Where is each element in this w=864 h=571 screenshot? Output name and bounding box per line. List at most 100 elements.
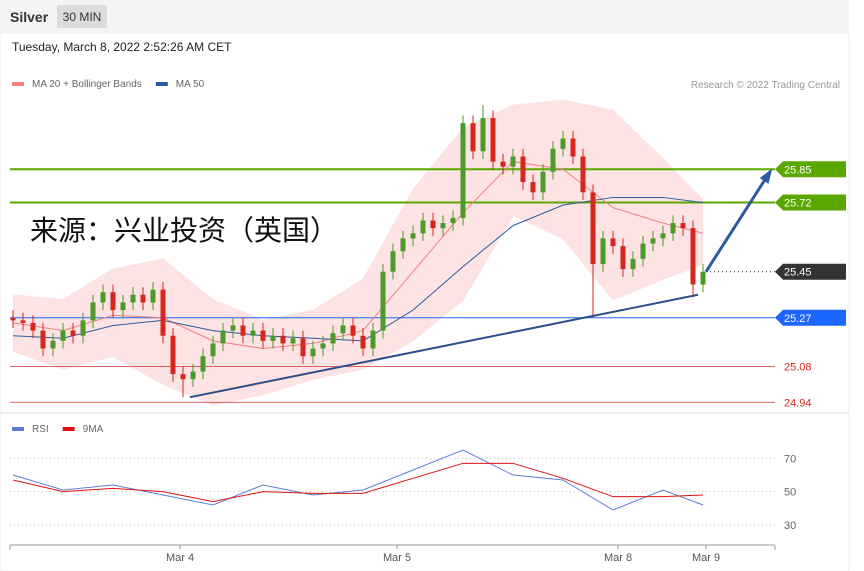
candle-body [470, 123, 476, 152]
candle-body [320, 343, 326, 349]
candle-body [430, 220, 436, 229]
candle-body [310, 348, 316, 357]
legend-swatch [155, 82, 168, 86]
forecast-arrow [704, 171, 772, 273]
candle-body [420, 220, 426, 234]
arrow-head [759, 168, 773, 184]
level-label: 25.08 [784, 361, 812, 373]
candle-body [700, 271, 706, 285]
annotation: 来源：兴业投资（英国） [30, 215, 338, 246]
level-label: 24.94 [784, 397, 812, 409]
candle-body [400, 238, 406, 252]
candle-body [370, 330, 376, 349]
candle-body [600, 238, 606, 265]
level-badge [775, 194, 846, 211]
x-tick-label: Mar 9 [692, 552, 720, 564]
level-label: 25.72 [784, 198, 812, 210]
candle-body [520, 156, 526, 183]
candle-body [630, 258, 636, 270]
bollinger-lower [12, 214, 704, 406]
bollinger-upper [12, 99, 704, 321]
candle-body [140, 294, 146, 303]
candle-body [460, 123, 466, 218]
candle-body [330, 333, 336, 344]
legend-label: MA 20 + Bollinger Bands [32, 79, 142, 90]
y-tick-label: 30 [784, 520, 796, 532]
legend-label: MA 50 [176, 79, 205, 90]
candle-body [340, 325, 346, 334]
candle-body [70, 330, 76, 336]
candle-body [620, 246, 626, 270]
rsi-line [12, 449, 704, 511]
source: Research © 2022 Trading Central [691, 80, 840, 91]
candle-body [670, 223, 676, 234]
level-label: 25.45 [784, 267, 812, 279]
candle-body [50, 340, 56, 349]
candle-body [110, 292, 116, 311]
candle-body [550, 148, 556, 172]
candle-body [390, 251, 396, 272]
candle-body [260, 330, 266, 341]
level-badge [775, 309, 846, 326]
candle-body [660, 233, 666, 239]
timestamp: Tuesday, March 8, 2022 2:52:26 AM CET [12, 40, 232, 54]
candle-body [210, 343, 216, 357]
candle-body [590, 192, 596, 265]
candle-body [440, 223, 446, 229]
legend-swatch [62, 427, 75, 431]
legend-swatch [12, 82, 24, 86]
candle-body [360, 335, 366, 349]
candle-body [130, 294, 136, 303]
candle-body [200, 356, 206, 372]
x-tick-label: Mar 5 [383, 552, 411, 564]
candle-body [160, 289, 166, 336]
candle-body [610, 238, 616, 247]
level-label: 25.27 [784, 313, 812, 325]
timeframe-badge [57, 5, 107, 28]
legend-label: RSI [32, 424, 49, 435]
candle-body [170, 335, 176, 375]
y-tick-label: 70 [784, 453, 796, 465]
candle-body [650, 238, 656, 244]
candle-body [510, 156, 516, 167]
level-badge [775, 161, 846, 178]
x-tick-label: Mar 4 [166, 552, 194, 564]
candle-body [180, 374, 186, 380]
candle-body [290, 338, 296, 344]
candle-body [230, 325, 236, 331]
candle-body [640, 243, 646, 259]
x-tick-label: Mar 8 [604, 552, 632, 564]
candle-body [300, 338, 306, 357]
candle-body [530, 182, 536, 193]
legend-swatch [12, 427, 24, 431]
candle-body [30, 322, 36, 331]
candle-body [100, 292, 106, 303]
candle-body [40, 330, 46, 349]
candle-body [80, 320, 86, 336]
candle-body [500, 161, 506, 167]
candle-body [240, 325, 246, 336]
candle-body [150, 289, 156, 303]
candle-body [680, 223, 686, 229]
trendline [189, 293, 699, 399]
candle-body [190, 371, 196, 380]
candle-body [450, 217, 456, 224]
y-tick-label: 50 [784, 487, 796, 499]
rsi-line [12, 462, 704, 503]
candle-body [560, 138, 566, 149]
timeframe: 30 MIN [63, 10, 102, 24]
candle-body [690, 228, 696, 285]
candle-body [120, 302, 126, 311]
candle-body [380, 271, 386, 331]
header-bar [0, 0, 849, 33]
legend-label: 9MA [83, 424, 104, 435]
level-badge [775, 263, 846, 280]
candle-body [270, 335, 276, 341]
title: Silver [10, 9, 49, 25]
candle-body [20, 320, 26, 323]
candle-body [540, 171, 546, 193]
candle-body [10, 317, 16, 321]
candle-body [250, 330, 256, 336]
candle-body [90, 302, 96, 321]
candle-body [220, 330, 226, 344]
